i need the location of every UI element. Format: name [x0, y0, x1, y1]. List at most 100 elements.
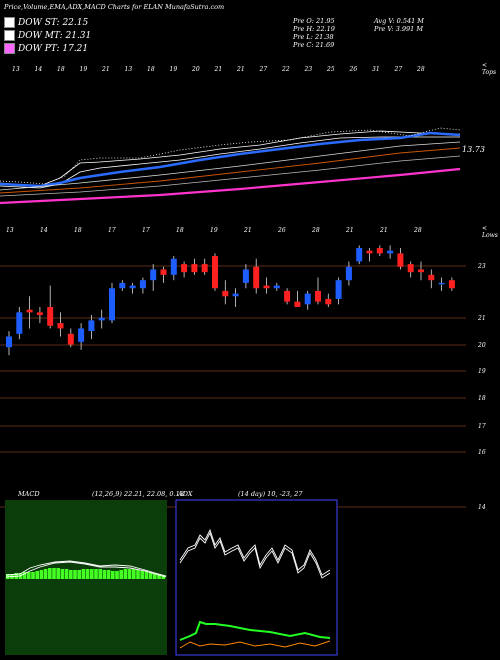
ema-date-label: 21 — [214, 66, 223, 73]
price-date-label: 14 — [40, 227, 48, 234]
price-corner-label: < Lows — [482, 225, 498, 239]
price-date-label: 21 — [379, 227, 388, 234]
price-y-tick: 23 — [477, 263, 486, 270]
price-date-label: 17 — [108, 227, 116, 234]
candle-body — [98, 317, 105, 321]
macd-line — [5, 560, 167, 577]
candle-body — [325, 298, 332, 305]
ohlc-avg-volume: Avg V: 0.541 M — [374, 17, 424, 25]
macd-histogram-bar — [140, 571, 144, 579]
price-date-label: 21 — [243, 227, 252, 234]
ema-line-6 — [0, 167, 461, 205]
candle-body — [242, 269, 249, 283]
macd-histogram-bar — [27, 572, 31, 579]
candle-body — [181, 264, 188, 273]
candle-body — [294, 301, 301, 307]
candle-body — [304, 293, 311, 305]
ohlc-low: Pre L: 21.38 — [293, 33, 334, 41]
macd-histogram-bar — [161, 575, 165, 579]
ema-date-label: 21 — [101, 66, 110, 73]
adx-panel-bg — [175, 499, 338, 656]
ema-date-label: 13 — [12, 66, 20, 73]
macd-histogram-bar — [64, 569, 69, 579]
candle-body — [36, 312, 43, 316]
legend-label-pt: DOW PT: 17.21 — [18, 43, 89, 54]
ema-date-label: 14 — [35, 66, 43, 73]
ema-date-label: 18 — [57, 66, 65, 73]
candle-body — [397, 253, 404, 267]
price-date-label: 28 — [311, 227, 320, 234]
candle-body — [273, 285, 280, 289]
candle-body — [356, 248, 363, 262]
macd-histogram-bar — [153, 573, 157, 579]
ohlc-open: Pre O: 21.95 — [293, 17, 335, 25]
adx-minus-di-line — [179, 640, 331, 649]
macd-histogram-bar — [22, 572, 27, 579]
price-date-label: 19 — [210, 227, 218, 234]
ema-date-label: 20 — [191, 66, 200, 73]
candle-body — [170, 258, 177, 275]
ema-date-label: 23 — [304, 66, 313, 73]
candle-body — [47, 307, 54, 326]
macd-histogram-bar — [81, 569, 86, 579]
candle-body — [335, 280, 342, 299]
price-y-tick: 20 — [477, 342, 486, 349]
price-date-label: 21 — [345, 227, 354, 234]
macd-histogram-bar — [69, 570, 73, 579]
candle-body — [6, 336, 12, 348]
ema-line-4 — [0, 147, 461, 194]
macd-histogram-bar — [115, 571, 119, 579]
macd-histogram-bar — [35, 571, 39, 579]
macd-histogram-bar — [127, 569, 132, 579]
macd-histogram-bar — [157, 574, 161, 579]
candle-body — [139, 280, 146, 289]
macd-histogram-bar — [119, 570, 123, 579]
ema-line-5 — [0, 155, 461, 197]
macd-histogram-bar — [148, 572, 153, 579]
price-date-label: 17 — [142, 227, 150, 234]
chart-title: Price,Volume,EMA,ADX,MACD Charts for ELA… — [4, 3, 225, 11]
candle-body — [129, 285, 136, 289]
candle-body — [78, 328, 85, 342]
price-date-label: 13 — [6, 227, 14, 234]
price-date-label: 26 — [277, 227, 286, 234]
candle-body — [366, 250, 373, 254]
macd-histogram-bar — [52, 568, 56, 579]
ohlc-close: Pre C: 21.69 — [293, 41, 335, 49]
candle-body — [345, 266, 352, 281]
candle-body — [109, 288, 115, 321]
candle-body — [212, 256, 218, 289]
candle-body — [222, 290, 229, 297]
ema-date-label: 19 — [170, 66, 178, 73]
ema-line-3 — [0, 141, 461, 191]
legend-dow-mt: DOW MT: 21.31 — [4, 30, 91, 41]
legend-swatch-pt — [4, 43, 15, 54]
price-y-tick: 17 — [478, 423, 486, 430]
ema-date-label: 19 — [80, 66, 88, 73]
ema-date-label: 28 — [416, 66, 425, 73]
ema-line-0 — [0, 130, 461, 187]
macd-histogram-bar — [43, 569, 48, 579]
macd-signal-line — [5, 561, 167, 578]
ema-corner-label: < Tops — [482, 62, 497, 76]
legend-swatch-mt — [4, 30, 15, 41]
ema-date-label: 27 — [259, 66, 268, 73]
adx-line — [179, 528, 331, 576]
candle-body — [67, 333, 74, 345]
candle-body — [315, 290, 321, 302]
macd-histogram-bar — [90, 569, 94, 579]
ohlc-pre-volume: Pre V: 3.991 M — [374, 25, 424, 33]
legend-dow-st: DOW ST: 22.15 — [4, 17, 88, 28]
candle-body — [119, 282, 126, 289]
macd-histogram-bar — [31, 572, 35, 579]
macd-histogram-bar — [132, 569, 136, 579]
candle-body — [263, 285, 270, 289]
candle-body — [26, 309, 33, 313]
candle-body — [150, 269, 157, 281]
ema-date-label: 13 — [125, 66, 133, 73]
price-date-label: 28 — [413, 227, 422, 234]
ema-date-label: 26 — [349, 66, 358, 73]
candle-body — [88, 320, 95, 332]
macd-histogram-bar — [102, 570, 107, 579]
adx-plus-di-line — [179, 620, 331, 641]
